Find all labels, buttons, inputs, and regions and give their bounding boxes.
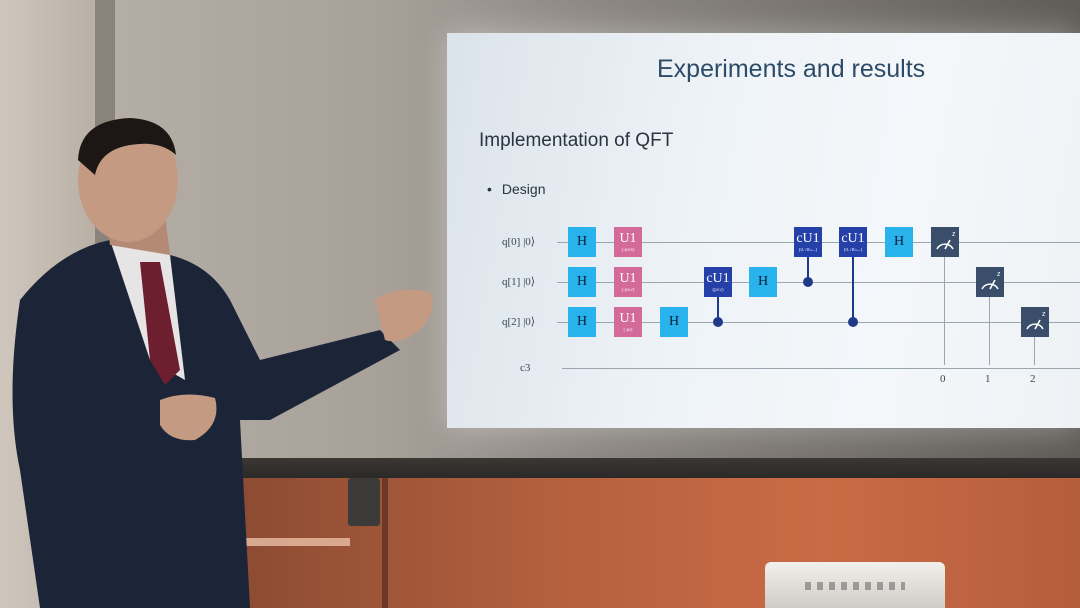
h-gate-q0: H bbox=[568, 227, 596, 257]
svg-text:z: z bbox=[1042, 311, 1046, 318]
control-dot-q1 bbox=[803, 277, 813, 287]
measure-icon-q1: z bbox=[976, 267, 1004, 297]
measure-line-0 bbox=[944, 257, 945, 365]
h-gate-q2-second: H bbox=[660, 307, 688, 337]
projector-vent bbox=[805, 582, 905, 590]
u1-gate-q2: U1 (-pi) bbox=[614, 307, 642, 337]
control-line-1 bbox=[717, 292, 719, 322]
projector bbox=[765, 562, 945, 608]
qubit-label-0: q[0] |0⟩ bbox=[502, 236, 536, 248]
bullet-text: Design bbox=[501, 181, 546, 197]
bullet-item: • Design bbox=[487, 181, 546, 197]
presenter bbox=[12, 118, 433, 608]
svg-text:z: z bbox=[997, 271, 1001, 278]
control-line-2 bbox=[807, 252, 809, 282]
classical-wire bbox=[562, 368, 1080, 369]
slide-title: Experiments and results bbox=[657, 55, 926, 83]
cu1-gate-q0-a: cU1 (0.785...) bbox=[794, 227, 822, 257]
qubit-wire-1 bbox=[557, 282, 1080, 283]
qubit-label-1: q[1] |0⟩ bbox=[502, 276, 536, 288]
measure-bit-1: 1 bbox=[985, 373, 991, 385]
control-line-3 bbox=[852, 252, 854, 322]
h-gate-q2: H bbox=[568, 307, 596, 337]
svg-text:z: z bbox=[952, 231, 956, 238]
control-dot-q2 bbox=[713, 317, 723, 327]
h-gate-q1-second: H bbox=[749, 267, 777, 297]
board-rail bbox=[220, 458, 1080, 480]
control-dot-q2-b bbox=[848, 317, 858, 327]
cu1-gate-q1: cU1 (pi/2) bbox=[704, 267, 732, 297]
measure-line-2 bbox=[1034, 337, 1035, 365]
classical-register-label: c3 bbox=[520, 362, 531, 374]
slide-subtitle: Implementation of QFT bbox=[479, 130, 674, 151]
u1-gate-q0: U1 (-pi/4) bbox=[614, 227, 642, 257]
measure-icon-q2: z bbox=[1021, 307, 1049, 337]
projected-slide: Experiments and results Implementation o… bbox=[447, 33, 1080, 428]
measure-bit-2: 2 bbox=[1030, 373, 1036, 385]
cabinet-divider bbox=[382, 478, 388, 608]
u1-gate-q1: U1 (-pi/2) bbox=[614, 267, 642, 297]
h-gate-q1: H bbox=[568, 267, 596, 297]
wall-switch bbox=[348, 478, 380, 526]
h-gate-q0-second: H bbox=[885, 227, 913, 257]
qubit-label-2: q[2] |0⟩ bbox=[502, 316, 536, 328]
measure-icon-q0: z bbox=[931, 227, 959, 257]
measure-line-1 bbox=[989, 297, 990, 365]
cu1-gate-q0-b: cU1 (0.785...) bbox=[839, 227, 867, 257]
bullet-dot-icon: • bbox=[487, 181, 492, 197]
measure-bit-0: 0 bbox=[940, 373, 946, 385]
shelf bbox=[240, 538, 350, 546]
qubit-wire-2 bbox=[557, 322, 1080, 323]
quantum-circuit-diagram: q[0] |0⟩ q[1] |0⟩ q[2] |0⟩ c3 H H H U1 (-… bbox=[447, 33, 1080, 428]
